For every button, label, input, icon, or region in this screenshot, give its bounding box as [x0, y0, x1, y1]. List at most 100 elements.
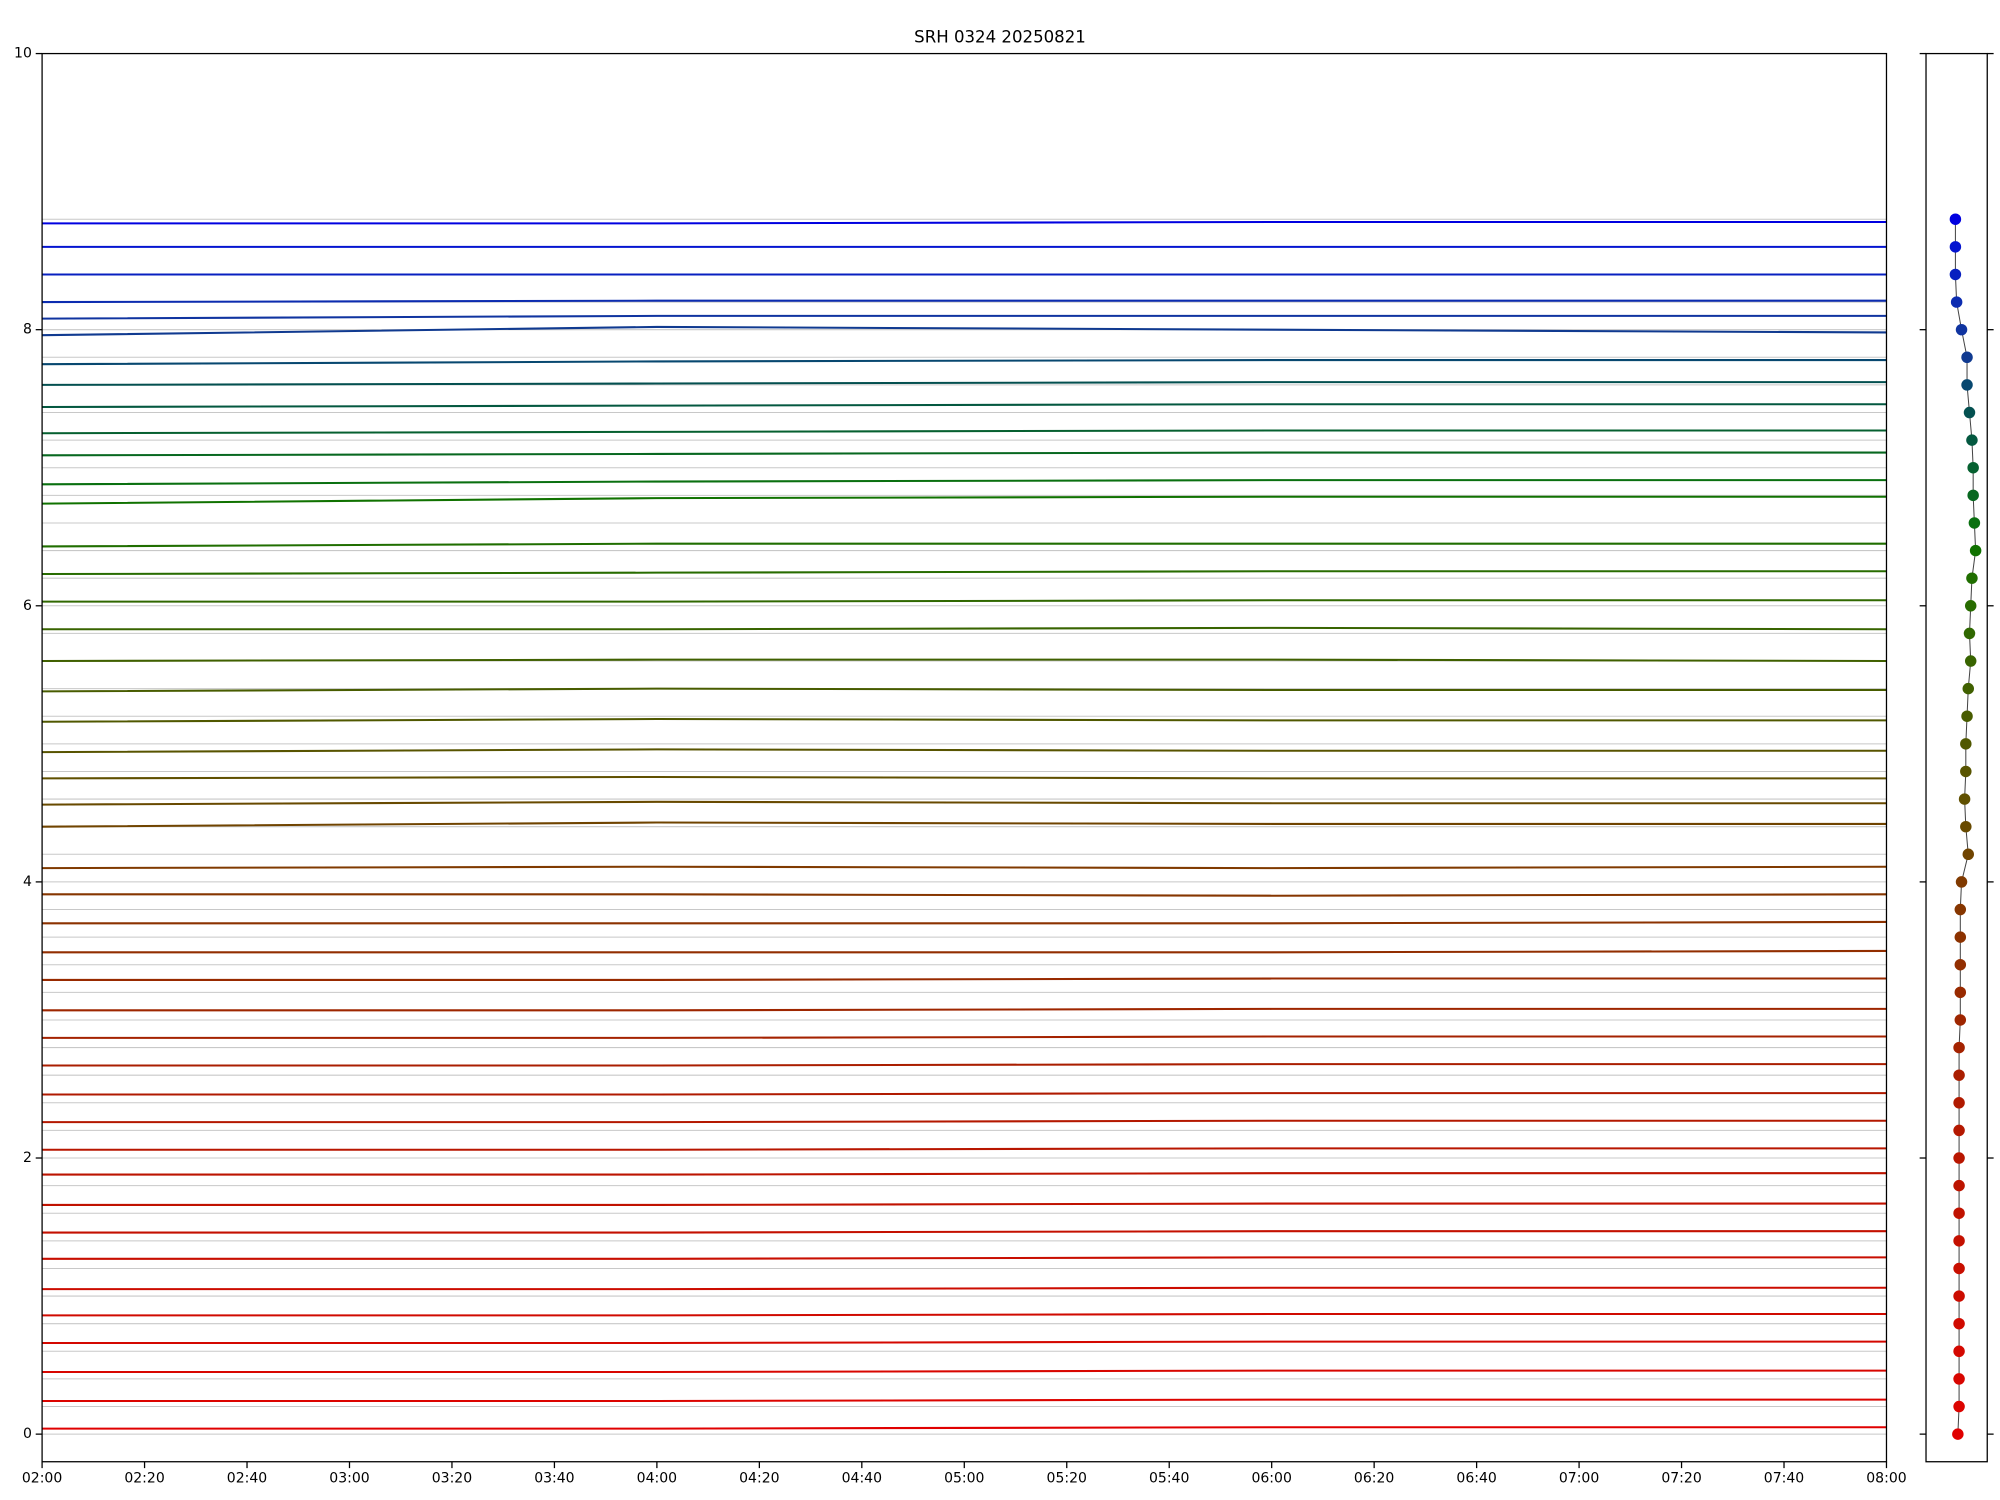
trace — [42, 314, 1887, 320]
x-tick-label: 02:20 — [124, 1470, 164, 1486]
chart-title: SRH 0324 20250821 — [914, 28, 1086, 47]
dot — [1958, 793, 1971, 805]
trace — [42, 570, 1887, 576]
dot — [1961, 379, 1973, 391]
y-tick-label: 0 — [23, 1426, 32, 1442]
trace — [42, 429, 1887, 435]
trace — [42, 325, 1887, 337]
trace — [42, 599, 1887, 603]
trace — [42, 1202, 1887, 1206]
dot — [1963, 627, 1976, 640]
x-tick-label: 08:00 — [1866, 1470, 1906, 1486]
dot — [1963, 406, 1976, 419]
trace — [42, 800, 1887, 806]
trace — [42, 495, 1887, 505]
dot — [1960, 820, 1972, 833]
trace — [42, 220, 1887, 225]
dot — [1960, 765, 1972, 778]
y-tick-label: 8 — [23, 322, 32, 338]
dot — [1952, 1428, 1964, 1440]
trace — [42, 1007, 1887, 1012]
trace — [42, 1172, 1887, 1176]
dot — [1964, 600, 1977, 612]
dot — [1954, 986, 1967, 999]
trace — [42, 1256, 1887, 1260]
x-tick-label: 03:00 — [329, 1470, 369, 1486]
trace — [42, 1286, 1887, 1291]
trace — [42, 920, 1887, 925]
trace — [42, 626, 1887, 631]
dot — [1953, 1345, 1965, 1358]
dot — [1954, 958, 1967, 971]
dot — [1966, 434, 1978, 446]
dot — [1949, 213, 1962, 225]
trace — [42, 1340, 1887, 1345]
trace — [42, 1063, 1887, 1067]
trace — [42, 658, 1887, 663]
dot — [1953, 1235, 1965, 1247]
dot — [1967, 461, 1979, 474]
dot — [1966, 572, 1978, 584]
x-tick-label: 04:20 — [739, 1470, 779, 1486]
dot — [1962, 848, 1975, 861]
x-tick-label: 04:00 — [637, 1470, 677, 1486]
x-tick-label: 06:20 — [1354, 1470, 1394, 1486]
x-tick-label: 05:20 — [1047, 1470, 1087, 1486]
y-tick-label: 6 — [23, 598, 32, 614]
trace — [42, 1119, 1887, 1124]
trace — [42, 893, 1887, 897]
plot-frame — [41, 52, 1888, 1463]
trace — [42, 1426, 1887, 1430]
dot — [1955, 323, 1968, 336]
trace — [42, 687, 1887, 693]
y-tick-label: 2 — [23, 1150, 32, 1166]
dot — [1961, 710, 1973, 722]
dot — [1969, 544, 1982, 557]
trace — [42, 1398, 1887, 1403]
dot — [1950, 296, 1963, 308]
dot — [1955, 876, 1968, 888]
x-tick-label: 06:00 — [1251, 1470, 1291, 1486]
x-tick-label: 07:00 — [1559, 1470, 1599, 1486]
y-tick-label: 4 — [23, 874, 32, 890]
dot — [1953, 1400, 1965, 1413]
dot — [1953, 1152, 1965, 1164]
x-tick-label: 03:20 — [432, 1470, 472, 1486]
trace — [42, 403, 1887, 409]
x-tick-label: 04:40 — [842, 1470, 882, 1486]
x-tick-label: 07:20 — [1661, 1470, 1701, 1486]
dot — [1962, 682, 1975, 695]
dot — [1954, 1014, 1967, 1026]
trace — [42, 542, 1887, 548]
x-tick-label: 02:00 — [22, 1470, 62, 1486]
trace — [42, 381, 1887, 386]
trace — [42, 1230, 1887, 1234]
dot — [1967, 489, 1979, 502]
dot — [1953, 1069, 1965, 1081]
dot — [1949, 241, 1962, 253]
trace — [42, 299, 1887, 304]
trace — [42, 775, 1887, 780]
x-tick-label: 03:40 — [534, 1470, 574, 1486]
dot — [1960, 738, 1972, 750]
dot — [1953, 1317, 1965, 1330]
x-tick-label: 05:40 — [1149, 1470, 1189, 1486]
dot — [1953, 1041, 1965, 1054]
trace — [42, 717, 1887, 723]
trace — [42, 1147, 1887, 1151]
trace — [42, 359, 1887, 366]
trace — [42, 1369, 1887, 1374]
dot — [1949, 268, 1962, 281]
trace — [42, 1035, 1887, 1039]
trace — [42, 748, 1887, 754]
dot — [1953, 1262, 1965, 1275]
trace — [42, 977, 1887, 981]
dot — [1954, 903, 1967, 916]
x-tick-label: 05:00 — [944, 1470, 984, 1486]
dot — [1953, 1207, 1965, 1219]
trace — [42, 451, 1887, 457]
dot — [1954, 931, 1967, 943]
dot — [1953, 1290, 1965, 1302]
trace — [42, 821, 1887, 828]
